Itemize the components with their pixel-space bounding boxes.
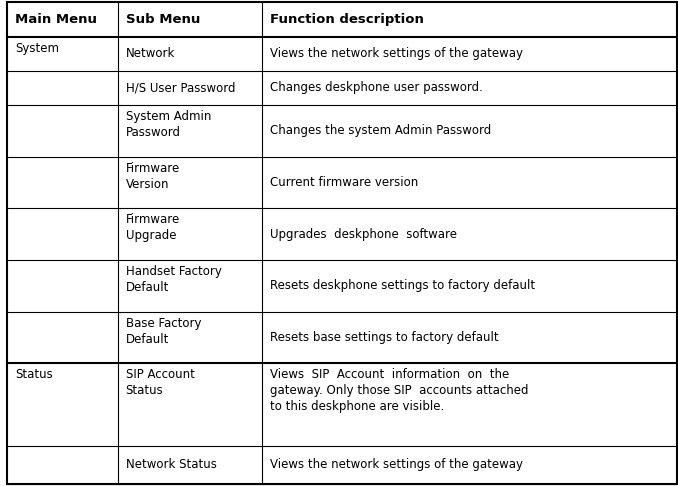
Text: Changes deskphone user password.: Changes deskphone user password.: [270, 81, 483, 94]
Text: Resets base settings to factory default: Resets base settings to factory default: [270, 331, 498, 344]
Text: Network Status: Network Status: [125, 458, 216, 471]
Text: System Admin
Password: System Admin Password: [125, 110, 211, 139]
Text: Views the network settings of the gateway: Views the network settings of the gatewa…: [270, 458, 523, 471]
Text: Views  SIP  Account  information  on  the
gateway. Only those SIP  accounts atta: Views SIP Account information on the gat…: [270, 368, 528, 414]
Text: System: System: [15, 42, 59, 54]
Text: Changes the system Admin Password: Changes the system Admin Password: [270, 124, 491, 137]
Text: Network: Network: [125, 47, 175, 60]
Text: Main Menu: Main Menu: [15, 13, 97, 26]
Text: Upgrades  deskphone  software: Upgrades deskphone software: [270, 227, 456, 241]
Text: Views the network settings of the gateway: Views the network settings of the gatewa…: [270, 47, 523, 60]
Text: Resets deskphone settings to factory default: Resets deskphone settings to factory def…: [270, 279, 535, 293]
Text: Base Factory
Default: Base Factory Default: [125, 317, 201, 346]
Text: Firmware
Upgrade: Firmware Upgrade: [125, 213, 180, 242]
Text: SIP Account
Status: SIP Account Status: [125, 368, 195, 398]
Text: Firmware
Version: Firmware Version: [125, 161, 180, 191]
Text: Function description: Function description: [270, 13, 423, 26]
Text: H/S User Password: H/S User Password: [125, 81, 235, 94]
Text: Sub Menu: Sub Menu: [125, 13, 200, 26]
Text: Handset Factory
Default: Handset Factory Default: [125, 265, 222, 294]
Text: Current firmware version: Current firmware version: [270, 176, 418, 189]
Text: Status: Status: [15, 368, 53, 382]
